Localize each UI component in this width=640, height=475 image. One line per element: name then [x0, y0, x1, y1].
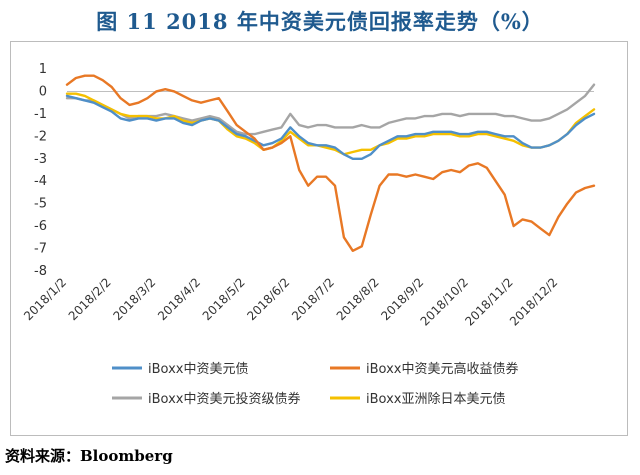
x-tick-label: 2018/7/2 — [289, 275, 337, 323]
x-tick-label: 2018/12/2 — [507, 275, 560, 328]
page-title: 图 11 2018 年中资美元债回报率走势（%） — [96, 9, 544, 34]
legend: iBoxx中资美元债 iBoxx中资美元高收益债券 iBoxx中资美元投资级债券 iB… — [112, 361, 518, 407]
legend-label: iBoxx中资美元债 — [148, 362, 248, 377]
series-lines — [65, 74, 596, 253]
x-tick-label: 2018/5/2 — [200, 275, 248, 323]
y-tick-label: 0 — [39, 84, 47, 99]
y-tick-label: -6 — [34, 219, 47, 234]
legend-label: iBoxx中资美元高收益债券 — [366, 361, 518, 377]
y-tick-label: -1 — [34, 107, 47, 122]
x-tick-label: 2018/6/2 — [244, 275, 292, 323]
y-tick-label: -8 — [34, 264, 47, 279]
y-tick-label: -2 — [34, 129, 47, 144]
x-tick-label: 2018/4/2 — [155, 275, 203, 323]
x-tick-label: 2018/1/2 — [21, 275, 69, 323]
x-tick-label: 2018/8/2 — [334, 275, 382, 323]
x-tick-label: 2018/2/2 — [66, 275, 114, 323]
x-tick-label: 2018/3/2 — [110, 275, 158, 323]
y-axis: 1 0 -1 -2 -3 -4 -5 -6 -7 -8 — [34, 62, 47, 279]
y-tick-label: -4 — [34, 174, 47, 189]
y-tick-label: -3 — [34, 152, 47, 167]
series-line-3 — [65, 92, 596, 156]
legend-label: iBoxx中资美元投资级债券 — [148, 391, 300, 407]
legend-label: iBoxx亚洲除日本美元债 — [366, 392, 505, 407]
y-tick-label: 1 — [39, 62, 47, 77]
y-tick-label: -7 — [34, 242, 47, 257]
source-note: 资料来源：Bloomberg — [5, 447, 173, 465]
series-line-0 — [65, 94, 596, 161]
series-line-1 — [65, 74, 596, 253]
series-line-2 — [65, 83, 596, 136]
y-tick-label: -5 — [34, 197, 47, 212]
chart-frame — [10, 41, 628, 436]
